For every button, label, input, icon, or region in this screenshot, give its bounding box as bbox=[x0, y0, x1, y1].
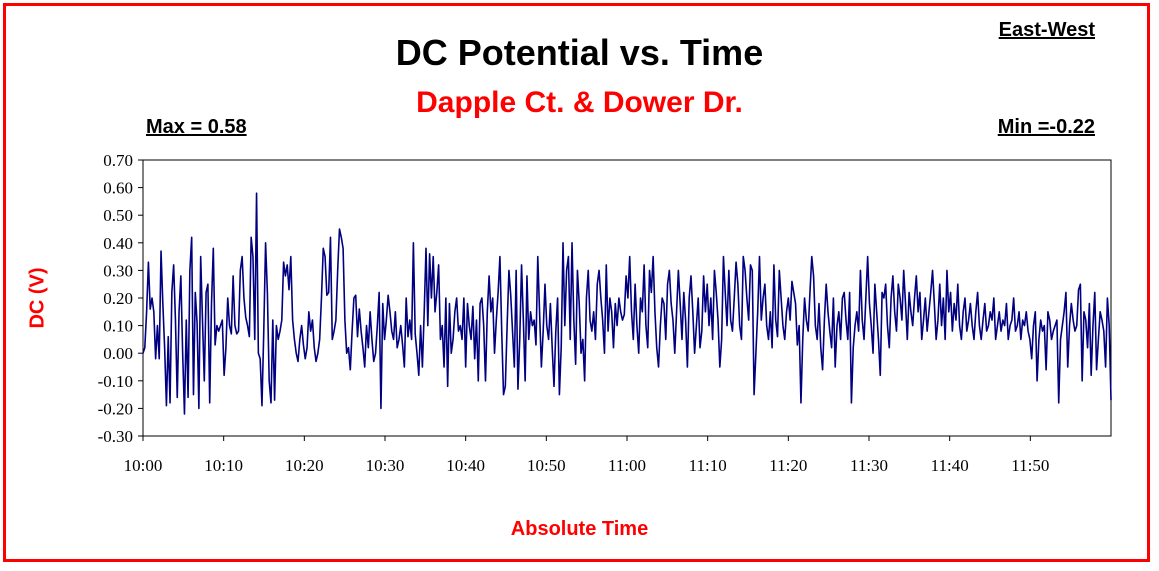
y-tick-label: 0.30 bbox=[103, 261, 133, 280]
x-tick-label: 10:50 bbox=[527, 456, 566, 475]
plot-area bbox=[142, 159, 1112, 437]
y-tick-label: -0.20 bbox=[98, 399, 133, 418]
chart-title: DC Potential vs. Time bbox=[395, 32, 764, 73]
x-tick-label: 11:20 bbox=[769, 456, 807, 475]
series-line-dc-potential bbox=[142, 192, 1112, 415]
y-tick-label: -0.10 bbox=[98, 372, 133, 391]
x-tick-label: 10:10 bbox=[204, 456, 243, 475]
x-tick-label: 10:00 bbox=[124, 456, 163, 475]
y-axis-title: DC (V) bbox=[26, 267, 49, 329]
y-tick-label: 0.70 bbox=[103, 151, 133, 170]
y-tick-label: 0.20 bbox=[103, 289, 133, 308]
x-tick-label: 11:30 bbox=[850, 456, 888, 475]
x-axis: 10:00 10:10 10:20 10:30 10:40 10:50 11:00 11:10… bbox=[124, 436, 1049, 475]
x-tick-label: 10:30 bbox=[366, 456, 405, 475]
chart-frame bbox=[3, 3, 1150, 562]
y-tick-label: 0.10 bbox=[103, 317, 133, 336]
max-value-label: Max = 0.58 bbox=[146, 116, 247, 138]
chart-subtitle: Dapple Ct. & Dower Dr. bbox=[416, 86, 743, 119]
x-tick-label: 10:40 bbox=[446, 456, 485, 475]
x-tick-label: 11:50 bbox=[1011, 456, 1049, 475]
min-value-label: Min =-0.22 bbox=[997, 116, 1095, 138]
y-tick-label: 0.60 bbox=[103, 179, 133, 198]
x-tick-label: 11:00 bbox=[608, 456, 646, 475]
y-tick-label: 0.00 bbox=[103, 344, 133, 363]
x-tick-label: 11:40 bbox=[931, 456, 969, 475]
x-tick-label: 11:10 bbox=[689, 456, 727, 475]
orientation-label: East-West bbox=[998, 19, 1095, 41]
x-axis-title: Absolute Time bbox=[510, 518, 649, 540]
y-axis: 0.70 0.60 0.50 0.40 0.30 0.20 0.10 0.00 -0.10 -0.… bbox=[98, 151, 143, 446]
y-tick-label: -0.30 bbox=[98, 427, 133, 446]
x-tick-label: 10:20 bbox=[285, 456, 324, 475]
y-tick-label: 0.50 bbox=[103, 206, 133, 225]
y-tick-label: 0.40 bbox=[103, 234, 133, 253]
